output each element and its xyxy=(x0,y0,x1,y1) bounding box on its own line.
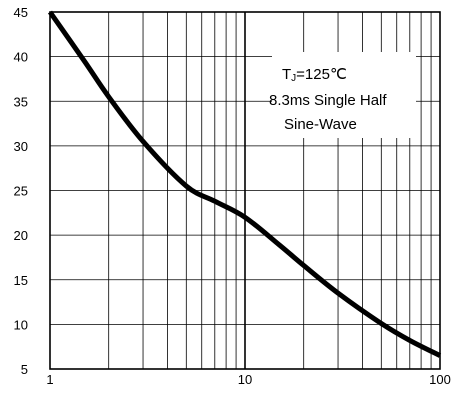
plot-frame xyxy=(49,11,441,370)
y-tick-label: 10 xyxy=(14,317,28,332)
y-tick-label: 45 xyxy=(14,5,28,20)
x-tick-label: 1 xyxy=(46,372,53,387)
y-tick-label: 20 xyxy=(14,228,28,243)
y-tick-label: 15 xyxy=(14,273,28,288)
y-tick-label: 35 xyxy=(14,94,28,109)
annotation-line-2: 8.3ms Single Half xyxy=(269,92,387,109)
x-tick-label: 10 xyxy=(238,372,252,387)
y-tick-label: 25 xyxy=(14,184,28,199)
tick-labels: 5 10 15 20 25 30 35 40 45 1 10 100 xyxy=(14,5,451,387)
annotation-line-1: TJ=125℃ xyxy=(282,66,347,84)
y-tick-label: 30 xyxy=(14,139,28,154)
series-line xyxy=(47,10,442,358)
y-tick-label: 5 xyxy=(21,362,28,377)
series-group xyxy=(47,10,442,358)
x-tick-label: 100 xyxy=(429,372,451,387)
y-tick-label: 40 xyxy=(14,50,28,65)
annotation-background xyxy=(272,52,416,138)
annotation: TJ=125℃ 8.3ms Single Half Sine-Wave xyxy=(269,66,387,133)
annotation-line-3: Sine-Wave xyxy=(284,116,357,133)
